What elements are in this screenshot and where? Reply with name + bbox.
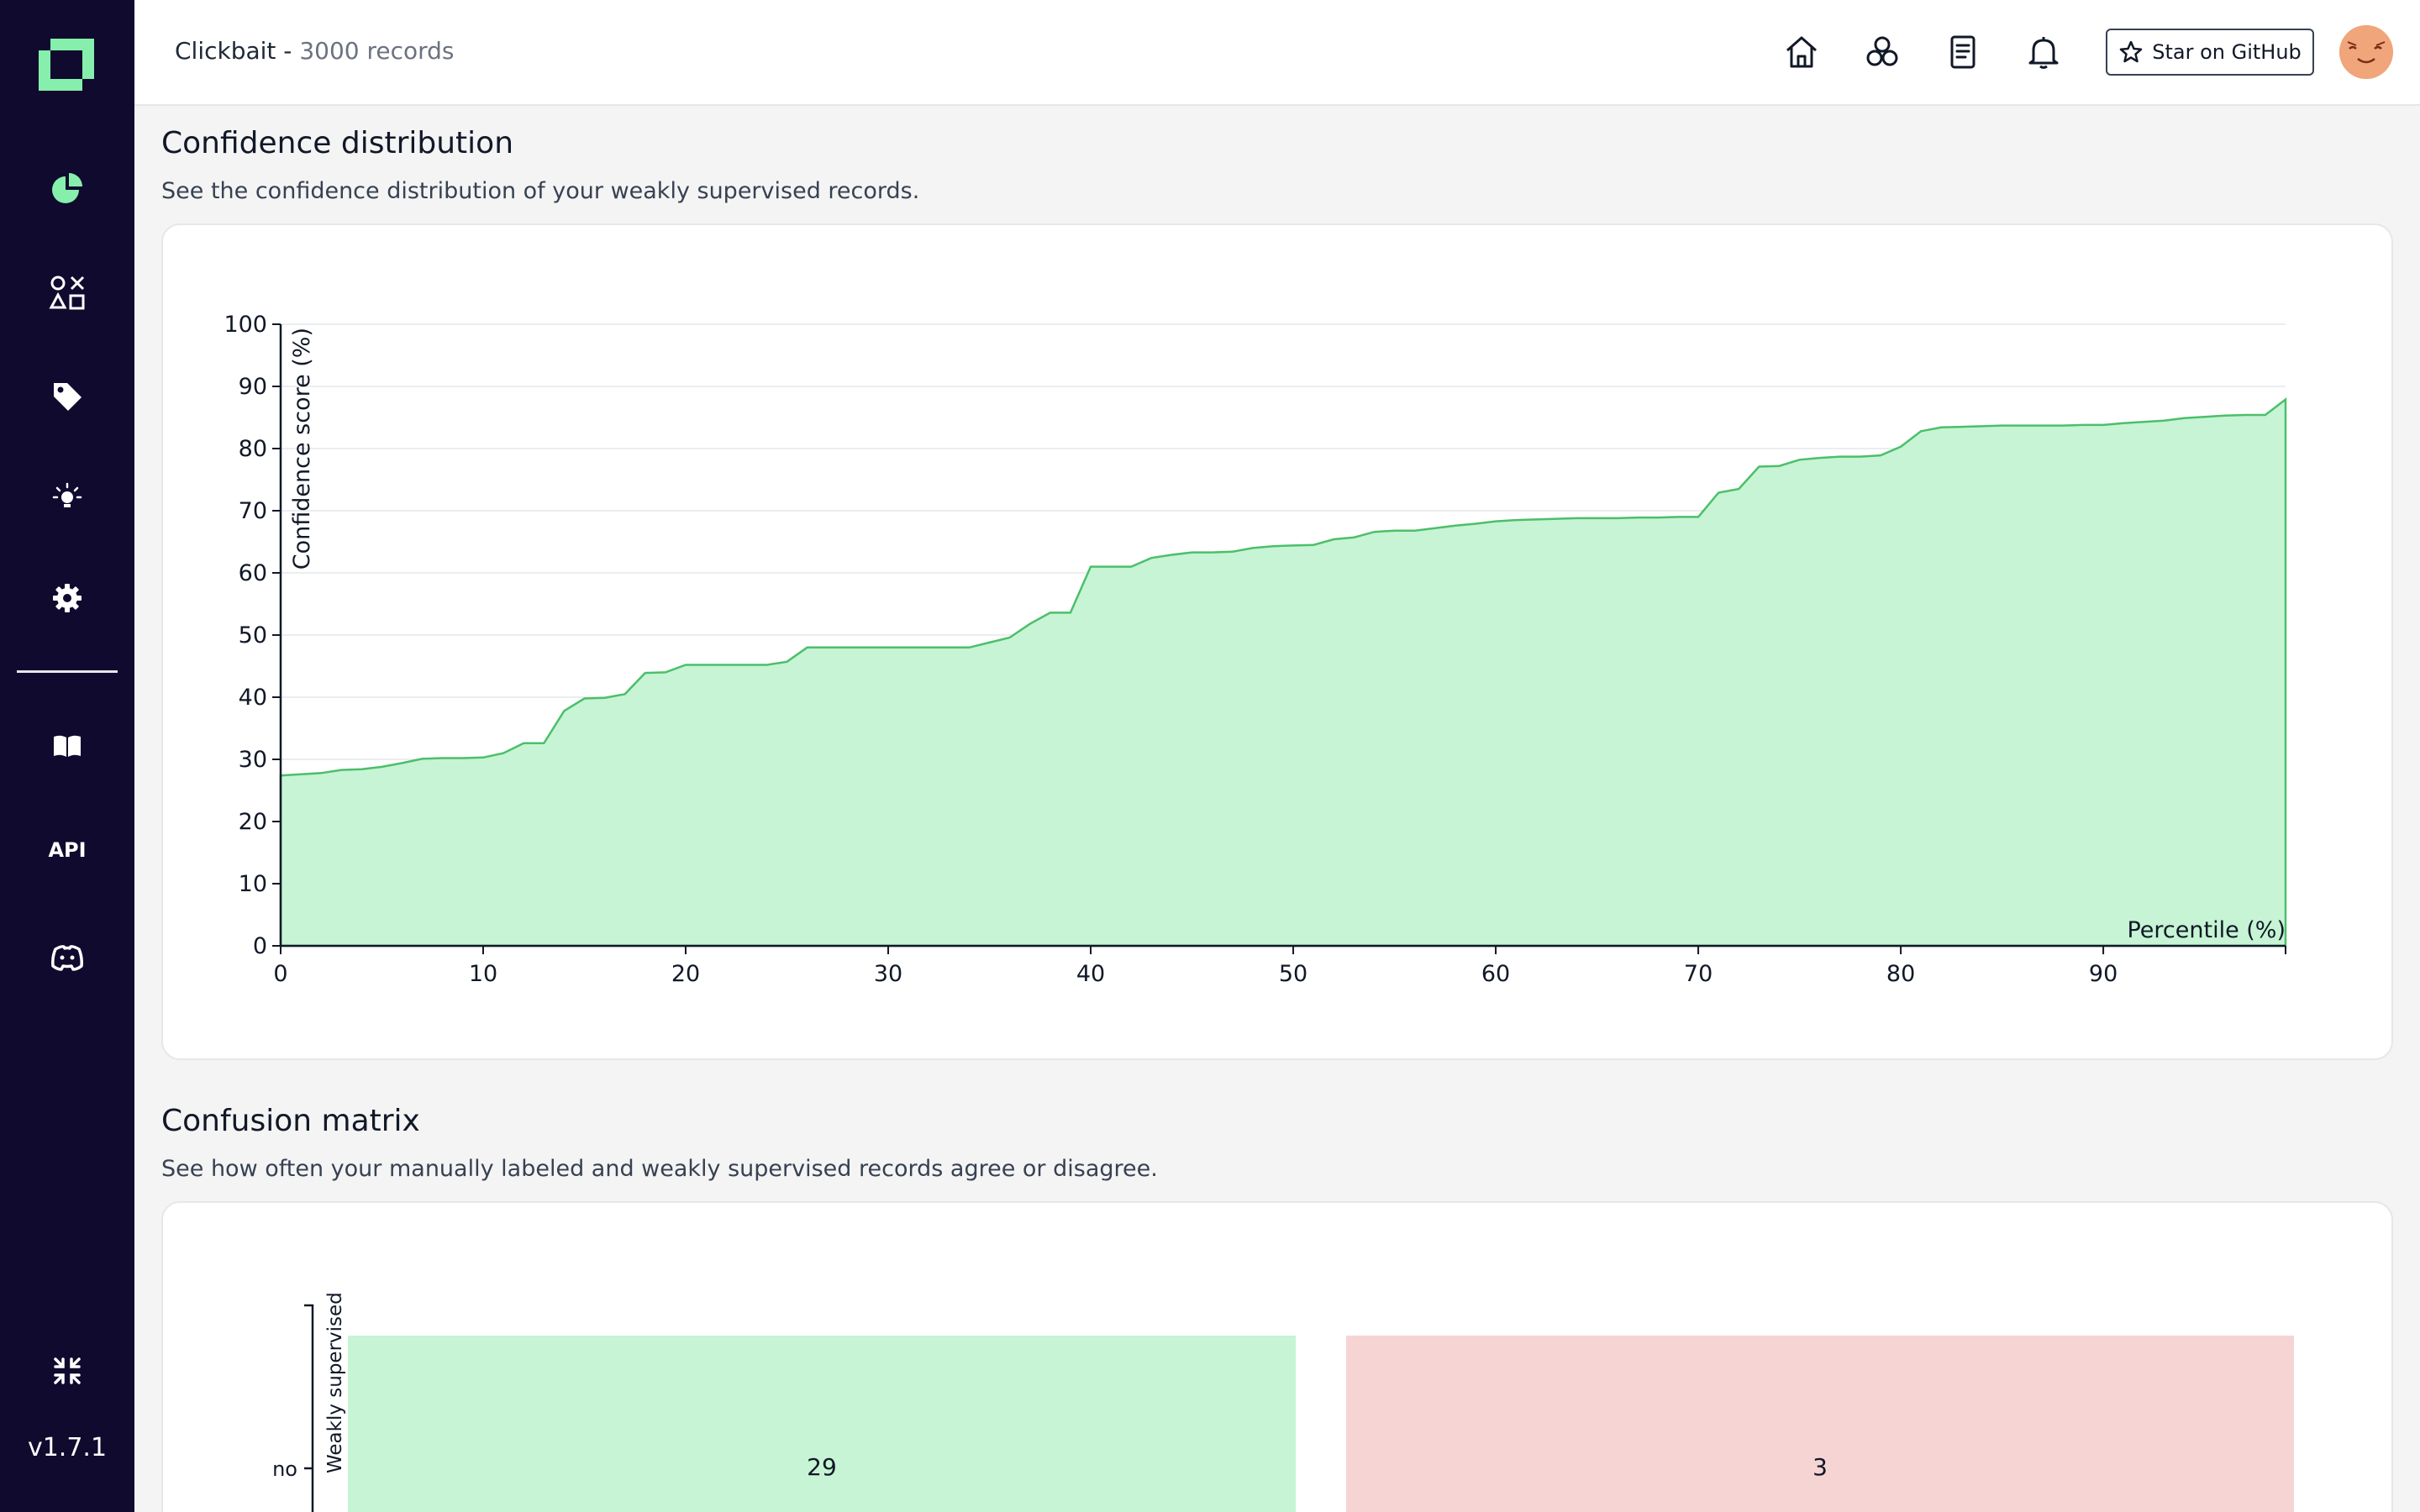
- y-tick-label: 50: [239, 622, 267, 648]
- confidence-chart: 0 10 20 30 40 50 60 70 80 90 100 0 10 20 30 40 50 60 70 80 9…: [224, 312, 2287, 987]
- star-icon: [2119, 40, 2143, 63]
- confidence-title: Confidence distribution: [161, 126, 514, 160]
- y-tick-label: 10: [239, 871, 267, 897]
- matrix-cell-agree: [348, 1336, 1296, 1512]
- book-icon[interactable]: [42, 721, 92, 771]
- pie-chart-icon[interactable]: [42, 163, 92, 213]
- y-tick-label: 20: [239, 809, 267, 835]
- gear-icon[interactable]: [42, 573, 92, 623]
- matrix-description: See how often your manually labeled and …: [161, 1156, 1158, 1182]
- x-tick-label: 20: [671, 961, 700, 987]
- confidence-area: [279, 396, 2287, 948]
- x-tick-label: 60: [1481, 961, 1510, 987]
- confusion-matrix-card: Weakly supervised no 29 3: [161, 1201, 2393, 1512]
- matrix-y-axis-label: Weakly supervised: [324, 1292, 346, 1473]
- top-header: Clickbait - 3000 records Star: [134, 0, 2420, 106]
- matrix-cell-disagree: [1346, 1336, 2294, 1512]
- y-tick-label: 0: [253, 933, 267, 959]
- minimize-icon[interactable]: [42, 1346, 92, 1396]
- confidence-description: See the confidence distribution of your …: [161, 178, 920, 204]
- matrix-row-label: no: [272, 1457, 297, 1481]
- matrix-y-axis: [304, 1304, 314, 1512]
- tag-icon[interactable]: [42, 371, 92, 422]
- version-label: v1.7.1: [27, 1433, 108, 1462]
- x-tick-label: 10: [469, 961, 497, 987]
- x-tick-label: 30: [874, 961, 902, 987]
- x-tick-label: 40: [1076, 961, 1105, 987]
- confidence-chart-card: 0 10 20 30 40 50 60 70 80 90 100 0 10 20 30 40 50 60 70 80 9…: [161, 223, 2393, 1060]
- y-axis-label: Confidence score (%): [289, 328, 315, 570]
- project-title: Clickbait - 3000 records: [175, 37, 455, 65]
- x-axis-label: Percentile (%): [2127, 917, 2286, 943]
- project-name: Clickbait -: [175, 37, 300, 65]
- bell-icon[interactable]: [2018, 27, 2069, 77]
- matrix-title: Confusion matrix: [161, 1104, 420, 1138]
- x-tick-label: 50: [1279, 961, 1307, 987]
- discord-icon[interactable]: [42, 932, 92, 983]
- github-button-label: Star on GitHub: [2152, 40, 2302, 64]
- document-icon[interactable]: [1938, 27, 1988, 77]
- sidebar-divider: [17, 670, 118, 673]
- lightbulb-icon[interactable]: [42, 472, 92, 522]
- kern-logo[interactable]: [39, 39, 94, 91]
- x-tick-label: 70: [1684, 961, 1712, 987]
- matrix-cell-agree-value: 29: [807, 1453, 837, 1481]
- y-tick-label: 90: [239, 374, 267, 400]
- home-icon[interactable]: [1776, 27, 1827, 77]
- api-button[interactable]: API: [48, 838, 87, 862]
- y-tick-label: 70: [239, 498, 267, 524]
- y-tick-label: 40: [239, 685, 267, 711]
- record-count: 3000 records: [299, 37, 455, 65]
- confusion-matrix: Weakly supervised no 29 3: [272, 1292, 2294, 1512]
- sidebar: API v1.7.1: [0, 0, 134, 1512]
- y-tick-label: 80: [239, 436, 267, 462]
- x-tick-label: 90: [2089, 961, 2118, 987]
- star-on-github-button[interactable]: Star on GitHub: [2106, 29, 2314, 76]
- x-tick-label: 0: [273, 961, 287, 987]
- modules-icon[interactable]: [1857, 27, 1907, 77]
- matrix-cell-disagree-value: 3: [1812, 1453, 1828, 1481]
- y-tick-label: 60: [239, 560, 267, 586]
- shapes-icon[interactable]: [42, 267, 92, 318]
- avatar[interactable]: [2339, 25, 2393, 79]
- y-tick-label: 30: [239, 747, 267, 773]
- y-tick-label: 100: [224, 312, 267, 338]
- x-tick-label: 80: [1886, 961, 1915, 987]
